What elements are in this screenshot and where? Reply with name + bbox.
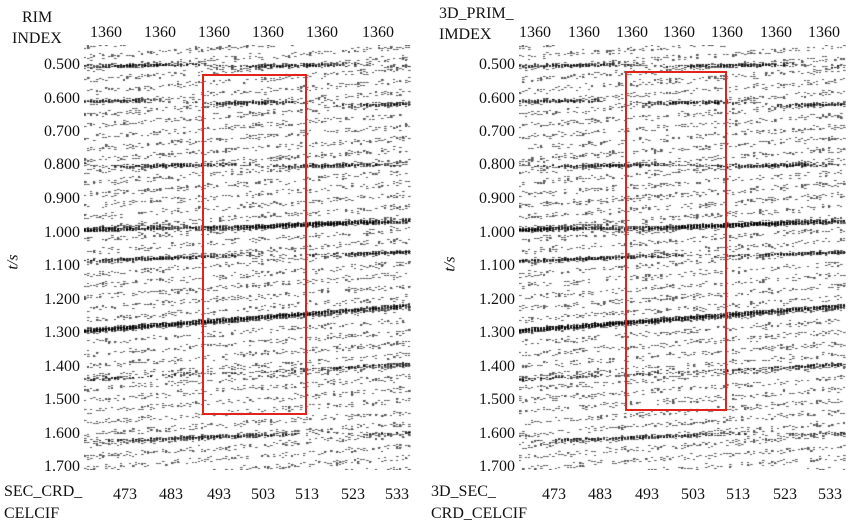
right-top-tick: 1360 xyxy=(616,24,648,41)
left-bottom-tick: 493 xyxy=(207,486,231,503)
left-y-tick: 1.600 xyxy=(44,425,80,442)
right-seismic-panel: 3D_PRIM_ IMDEX 1360 1360 1360 1360 1360 … xyxy=(427,0,854,526)
right-top-tick: 1360 xyxy=(711,24,743,41)
left-y-tick: 0.500 xyxy=(44,56,80,73)
left-bottom-tick: 503 xyxy=(251,486,275,503)
right-y-tick: 1.700 xyxy=(479,458,515,475)
right-bottom-tick: 513 xyxy=(726,486,750,503)
left-y-tick: 1.200 xyxy=(44,291,80,308)
left-bottom-tick: 513 xyxy=(295,486,319,503)
right-y-tick: 1.500 xyxy=(479,391,515,408)
right-top-tick: 1360 xyxy=(568,24,600,41)
left-y-tick: 1.100 xyxy=(44,257,80,274)
left-y-tick: 0.700 xyxy=(44,123,80,140)
left-top-tick: 1360 xyxy=(144,24,176,41)
right-header-line1: 3D_PRIM_ xyxy=(439,5,514,22)
left-top-tick: 1360 xyxy=(252,24,284,41)
left-bottom-tick: 473 xyxy=(113,486,137,503)
left-y-tick: 0.900 xyxy=(44,190,80,207)
right-bottom-tick: 523 xyxy=(773,486,797,503)
left-bottom-label-line2: CELCIF xyxy=(4,505,60,522)
left-bottom-tick: 533 xyxy=(385,486,409,503)
right-y-axis-label: t/s xyxy=(441,256,459,272)
left-top-tick: 1360 xyxy=(198,24,230,41)
right-bottom-tick: 473 xyxy=(542,486,566,503)
right-y-tick: 1.100 xyxy=(479,257,515,274)
left-y-tick: 1.400 xyxy=(44,358,80,375)
left-y-tick: 1.700 xyxy=(44,458,80,475)
left-top-tick: 1360 xyxy=(362,24,394,41)
left-bottom-tick: 483 xyxy=(159,486,183,503)
right-y-tick: 0.600 xyxy=(479,90,515,107)
left-y-tick: 1.000 xyxy=(44,224,80,241)
right-bottom-tick: 503 xyxy=(681,486,705,503)
left-bottom-label-line1: SEC_CRD_ xyxy=(4,483,83,500)
left-seismic-panel: RIM INDEX 1360 1360 1360 1360 1360 1360 … xyxy=(4,9,411,522)
right-seismic-section xyxy=(519,45,846,470)
right-y-tick: 0.900 xyxy=(479,190,515,207)
left-y-tick: 0.800 xyxy=(44,156,80,173)
right-bottom-tick: 483 xyxy=(588,486,612,503)
right-bottom-label-line1: 3D_SEC_ xyxy=(431,483,496,500)
left-y-tick: 1.300 xyxy=(44,324,80,341)
right-top-tick: 1360 xyxy=(760,24,792,41)
right-y-tick: 0.500 xyxy=(479,56,515,73)
right-y-tick: 1.400 xyxy=(479,358,515,375)
right-bottom-tick: 533 xyxy=(818,486,842,503)
right-y-tick: 1.600 xyxy=(479,425,515,442)
left-bottom-tick: 523 xyxy=(341,486,365,503)
right-top-tick: 1360 xyxy=(808,24,840,41)
left-top-tick: 1360 xyxy=(306,24,338,41)
right-y-tick: 0.700 xyxy=(479,123,515,140)
left-y-axis-label: t/s xyxy=(4,254,22,270)
right-bottom-label-line2: CRD_CELCIF xyxy=(431,505,528,522)
right-y-tick: 1.300 xyxy=(479,324,515,341)
right-bottom-tick: 493 xyxy=(635,486,659,503)
right-top-tick: 1360 xyxy=(663,24,695,41)
right-header-line2: IMDEX xyxy=(439,26,492,43)
left-header-line2: INDEX xyxy=(12,30,62,47)
right-y-tick: 1.000 xyxy=(479,224,515,241)
right-highlight-box xyxy=(625,71,727,411)
left-highlight-box xyxy=(202,74,307,415)
left-header-line1: RIM xyxy=(22,9,53,26)
left-y-tick: 1.500 xyxy=(44,391,80,408)
left-top-tick: 1360 xyxy=(90,24,122,41)
left-seismic-section xyxy=(84,45,411,470)
left-y-tick: 0.600 xyxy=(44,90,80,107)
right-top-tick: 1360 xyxy=(519,24,551,41)
right-y-tick: 0.800 xyxy=(479,156,515,173)
right-y-tick: 1.200 xyxy=(479,291,515,308)
